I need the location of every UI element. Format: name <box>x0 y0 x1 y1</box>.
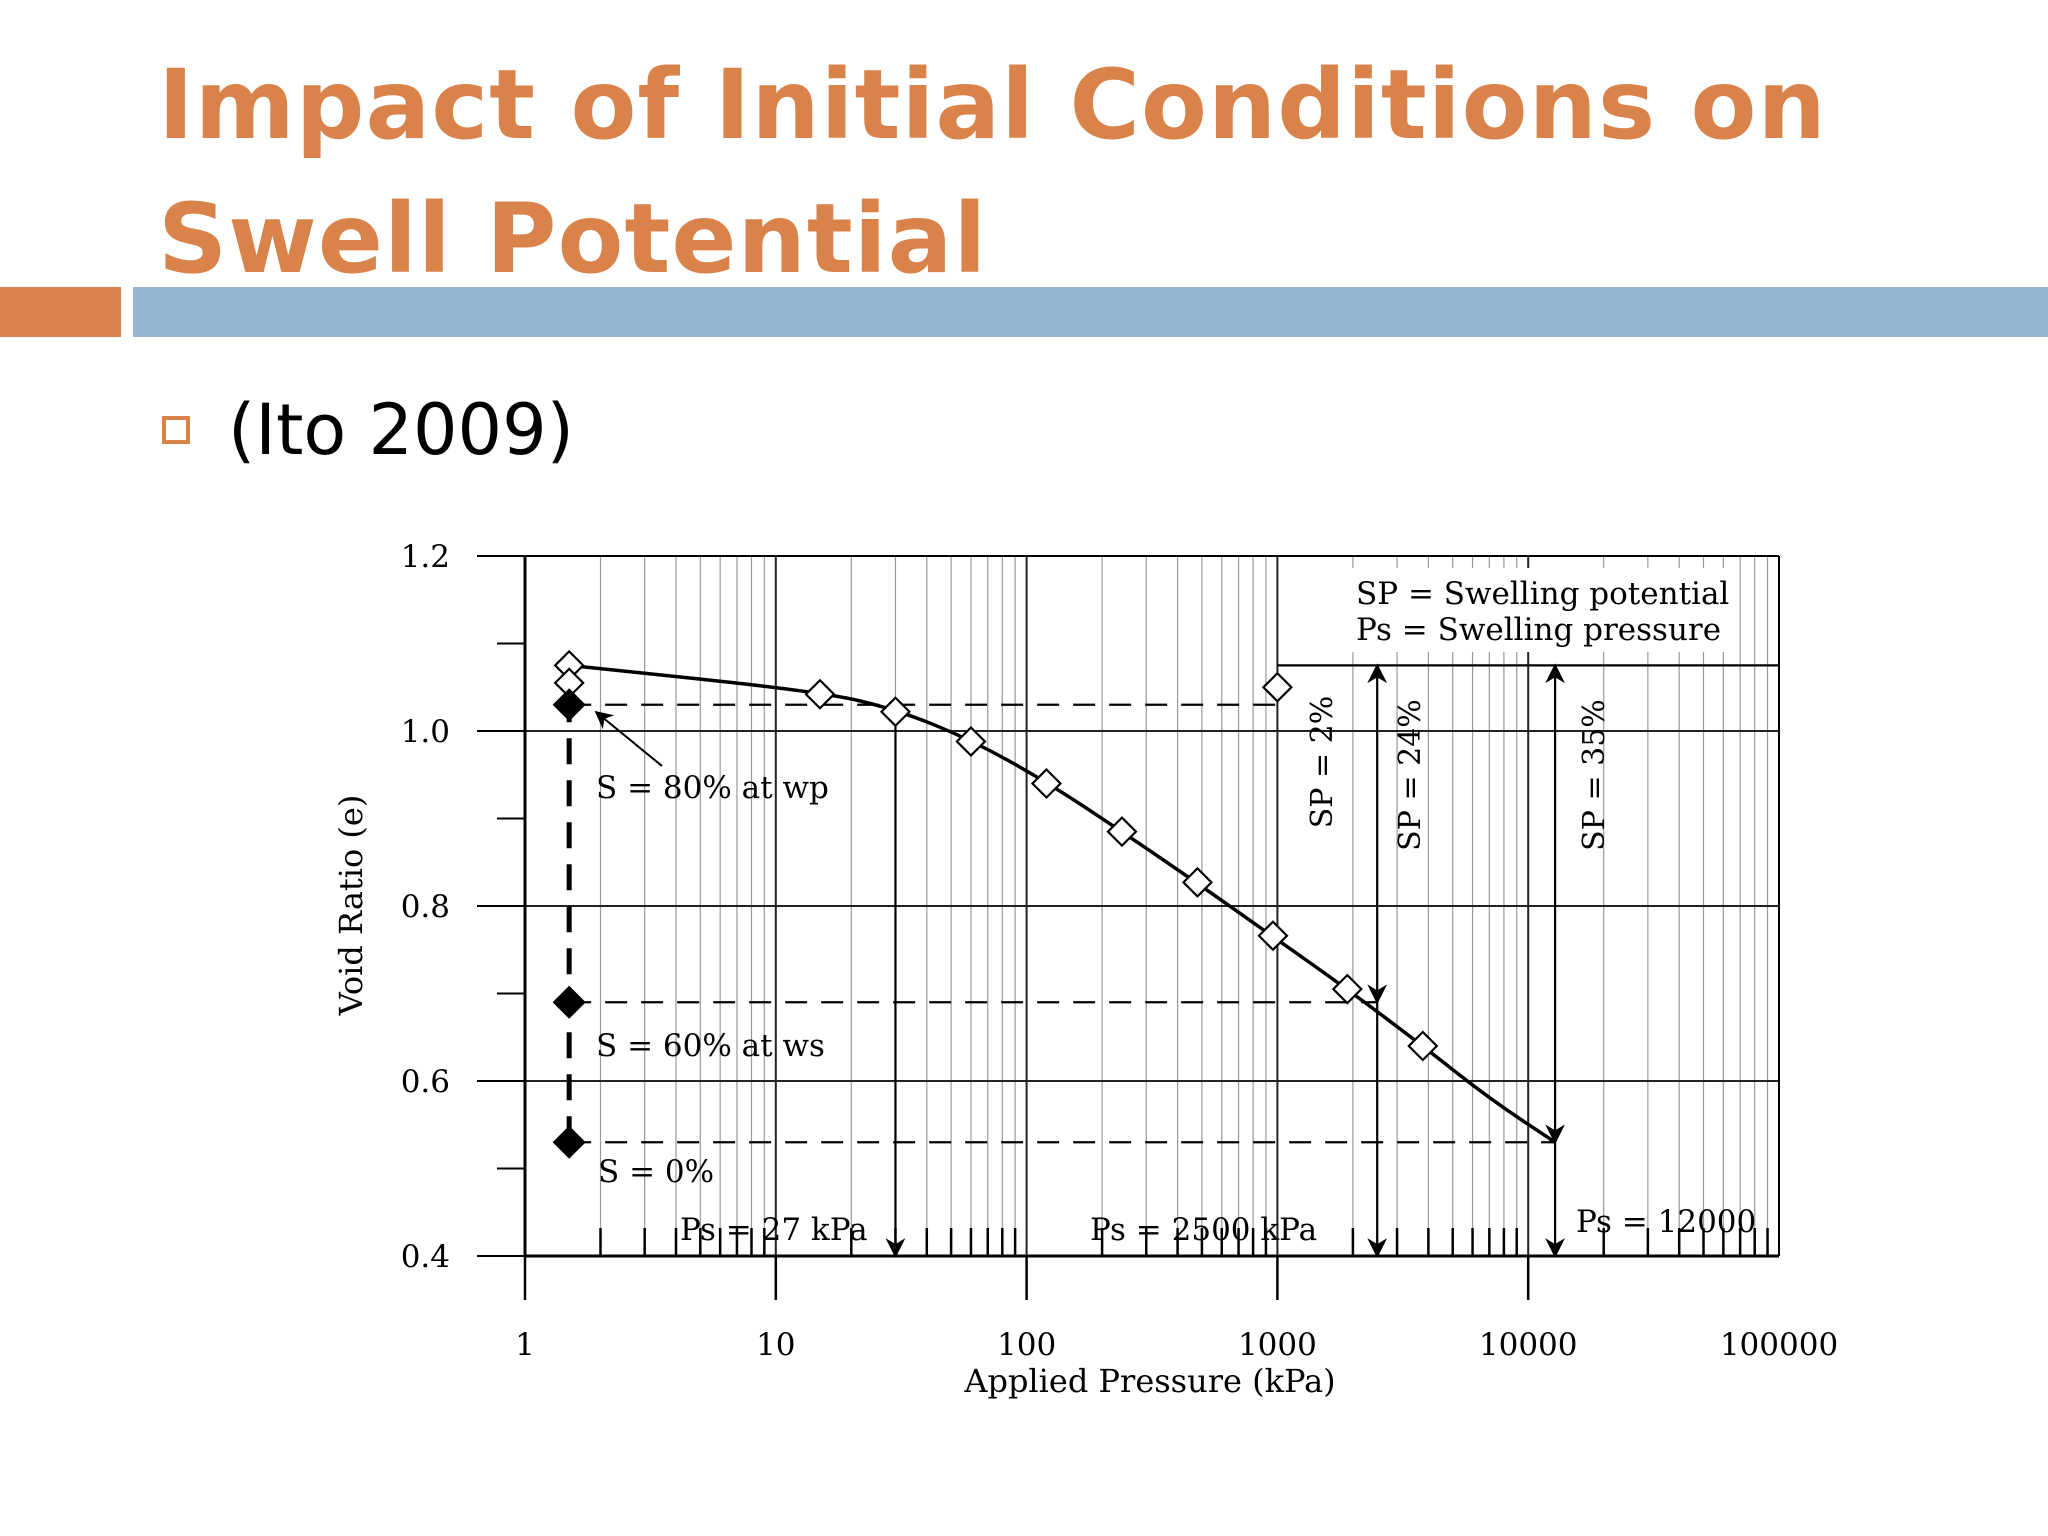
legend-entry-ps: Ps = Swelling pressure <box>1356 612 1721 648</box>
x-tick-label: 100 <box>997 1327 1056 1363</box>
legend-box <box>1350 568 1730 652</box>
annotation-sp2: SP = 2% <box>1305 696 1340 829</box>
filled-diamond-marker <box>552 1125 586 1159</box>
accent-bar-right <box>133 287 2048 337</box>
annotation-ps12000: Ps = 12000 <box>1576 1204 1756 1240</box>
y-tick-label: 0.6 <box>401 1064 450 1100</box>
pressure-arrows <box>885 663 1565 1258</box>
x-tick-label: 10000 <box>1479 1327 1578 1363</box>
filled-diamond-marker <box>552 688 586 722</box>
open-diamond-marker <box>804 678 836 710</box>
annotation-s80-leader <box>594 710 663 767</box>
accent-bar-left <box>0 287 121 337</box>
square-bullet-icon <box>162 416 190 444</box>
annotation-s80: S = 80% at wp <box>596 770 829 806</box>
bullet-text: (Ito 2009) <box>228 389 574 471</box>
plot-frame <box>505 555 1780 1258</box>
reference-lines <box>566 664 1779 1144</box>
open-diamond-marker <box>1261 671 1293 703</box>
y-tick-label: 1.0 <box>401 714 450 750</box>
x-tick-label: 1000 <box>1238 1327 1317 1363</box>
slide-title: Impact of Initial Conditions on Swell Po… <box>158 49 1827 295</box>
open-diamond-marker <box>955 725 987 758</box>
y-tick-label: 0.8 <box>401 889 450 925</box>
open-diamond-marker <box>1106 816 1138 848</box>
open-diamond-marker <box>1181 866 1214 898</box>
x-axis-label: Applied Pressure (kPa) <box>963 1362 1335 1400</box>
open-diamond-marker <box>1030 767 1063 800</box>
open-diamond-marker <box>879 696 912 728</box>
annotation-ps2500: Ps = 2500 kPa <box>1090 1212 1317 1248</box>
x-tick-label: 100000 <box>1720 1327 1838 1363</box>
open-diamond-marker <box>1407 1030 1439 1062</box>
tick-labels: 1 10 100 1000 10000 100000 0.4 0.6 0.8 1.0 1.2 <box>401 539 1838 1363</box>
open-diamond-marker <box>1331 973 1363 1005</box>
legend-entry-sp: SP = Swelling potential <box>1356 576 1729 612</box>
annotation-sp35: SP = 35% <box>1577 699 1612 851</box>
legend: SP = Swelling potential Ps = Swelling pr… <box>1356 576 1729 648</box>
annotation-s60: S = 60% at ws <box>596 1028 825 1064</box>
annotation-s0: S = 0% <box>598 1154 714 1190</box>
open-diamond-marker <box>1257 920 1289 952</box>
y-tick-label: 1.2 <box>401 539 450 575</box>
filled-diamond-marker <box>552 985 586 1019</box>
annotation-ps27: Ps = 27 kPa <box>680 1212 868 1248</box>
y-axis-label: Void Ratio (e) <box>332 795 370 1017</box>
annotation-sp24: SP = 24% <box>1393 699 1428 851</box>
data-points <box>552 649 1439 1159</box>
x-tick-label: 1 <box>515 1327 535 1363</box>
y-tick-label: 0.4 <box>401 1239 450 1275</box>
x-tick-label: 10 <box>756 1327 795 1363</box>
bullet-item: (Ito 2009) <box>162 380 574 480</box>
